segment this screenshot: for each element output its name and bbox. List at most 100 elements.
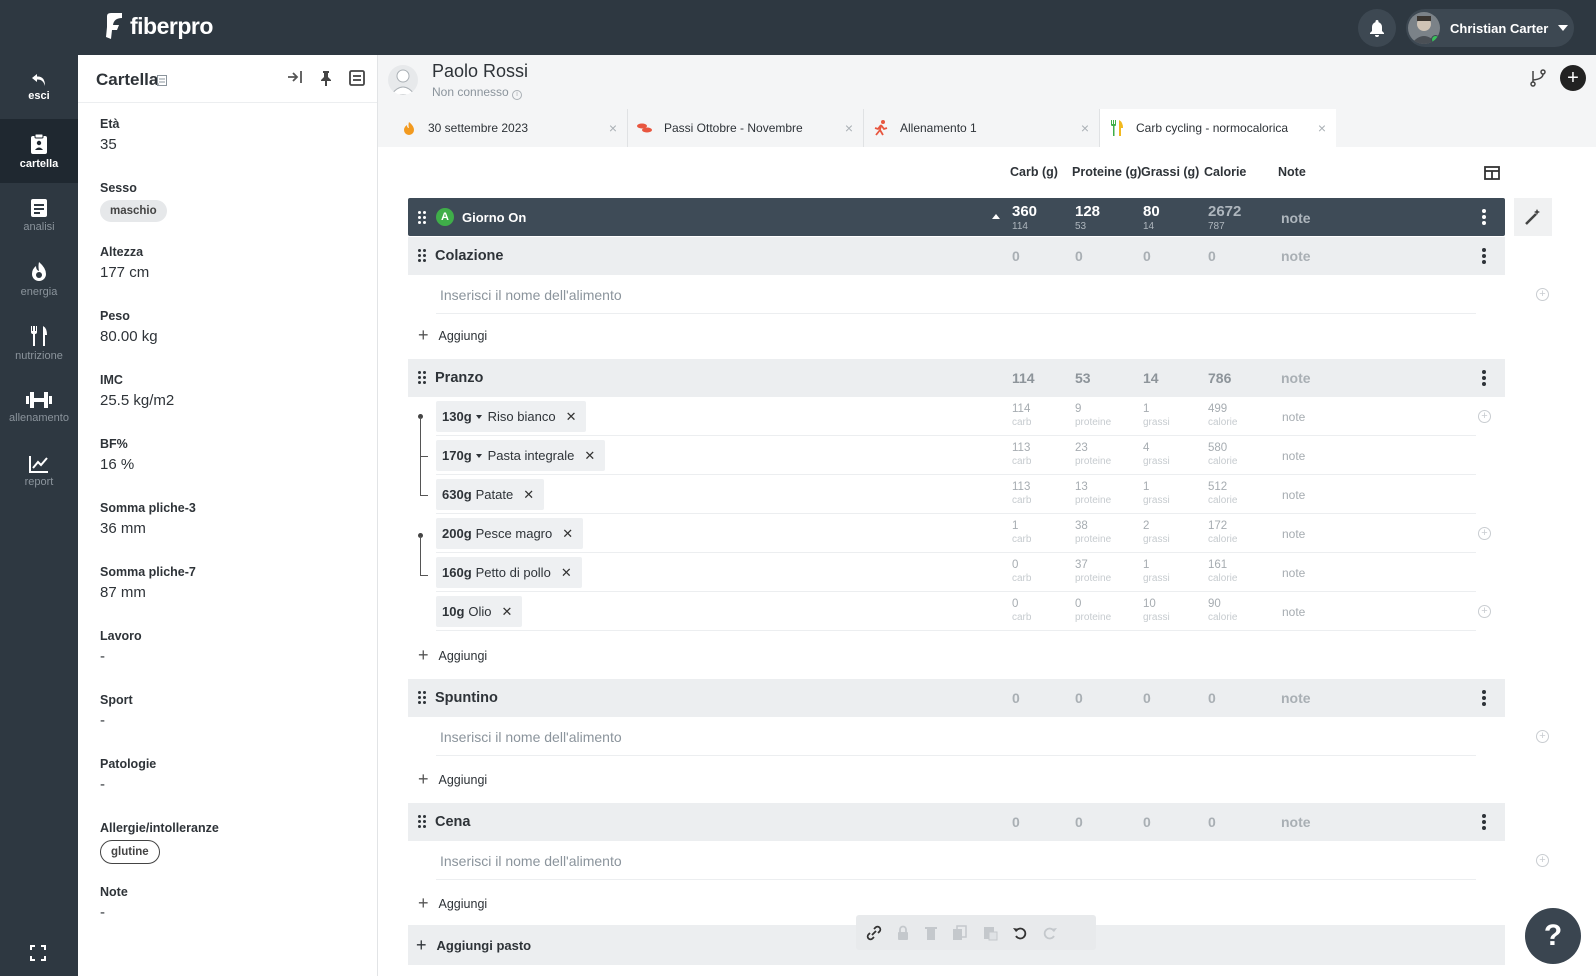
info-icon[interactable]: i — [512, 90, 523, 100]
add-circle-icon[interactable]: + — [1478, 527, 1491, 540]
magic-wand-button[interactable] — [1514, 198, 1552, 236]
food-note[interactable]: note — [1282, 566, 1306, 580]
food-chip[interactable]: 200g Pesce magro ✕ — [436, 518, 584, 549]
food-note[interactable]: note — [1282, 449, 1306, 463]
meal-note[interactable]: note — [1281, 370, 1311, 386]
food-chip[interactable]: 160g Petto di pollo ✕ — [436, 557, 582, 588]
food-note[interactable]: note — [1282, 410, 1306, 424]
remove-icon[interactable]: ✕ — [565, 408, 577, 424]
nav-item-allenamento[interactable]: allenamento — [0, 375, 78, 439]
undo-icon[interactable] — [1012, 925, 1028, 941]
tab-carb-cycling[interactable]: Carb cycling - normocalorica × — [1100, 109, 1336, 147]
food-chip[interactable]: 10g Olio ✕ — [436, 596, 523, 627]
help-button[interactable]: ? — [1525, 908, 1581, 964]
kebab-menu-icon[interactable] — [1482, 370, 1486, 388]
add-button[interactable]: + — [1560, 65, 1586, 91]
meal-row-pranzo[interactable]: Pranzo 114 53 14 786 note — [408, 359, 1505, 397]
pin-icon[interactable] — [319, 70, 333, 86]
add-circle-icon[interactable]: + — [1478, 605, 1491, 618]
drag-handle-icon[interactable] — [418, 371, 428, 385]
kebab-menu-icon[interactable] — [1482, 248, 1486, 266]
food-qty[interactable]: 200g — [442, 526, 472, 541]
food-qty[interactable]: 10g — [442, 604, 465, 619]
nav-item-report[interactable]: report — [0, 439, 78, 503]
add-food-button[interactable]: + Aggiungi — [418, 893, 487, 914]
add-food-button[interactable]: + Aggiungi — [418, 325, 487, 346]
close-icon[interactable]: × — [844, 120, 853, 136]
nav-item-analisi[interactable]: analisi — [0, 183, 78, 247]
meal-note[interactable]: note — [1281, 814, 1311, 830]
copy-icon[interactable] — [952, 924, 968, 941]
logo[interactable]: fiberpro — [104, 12, 213, 40]
redo-icon[interactable] — [1042, 925, 1058, 941]
food-item[interactable]: 200g Pesce magro ✕ 1 carb 38 proteine 2 grass… — [436, 514, 1491, 553]
food-item[interactable]: 630g Patate ✕ 113 carb 13 proteine 1 grassi 5… — [436, 475, 1476, 514]
food-qty[interactable]: 630g — [442, 487, 472, 502]
meal-row-spuntino[interactable]: Spuntino 0 0 0 0 note — [408, 679, 1505, 717]
add-food-button[interactable]: + Aggiungi — [418, 645, 487, 666]
link-icon[interactable] — [866, 925, 882, 941]
food-note[interactable]: note — [1282, 488, 1306, 502]
meal-note[interactable]: note — [1281, 248, 1311, 264]
drag-handle-icon[interactable] — [418, 249, 428, 263]
food-search-input[interactable]: Inserisci il nome dell'alimento + — [436, 275, 1549, 314]
food-search-input[interactable]: Inserisci il nome dell'alimento + — [436, 717, 1549, 756]
food-search-input[interactable]: Inserisci il nome dell'alimento + — [436, 841, 1549, 880]
user-menu[interactable]: Christian Carter — [1406, 9, 1574, 47]
close-icon[interactable]: × — [1317, 120, 1326, 136]
close-icon[interactable]: × — [1080, 120, 1089, 136]
record-doc-icon[interactable] — [157, 75, 167, 86]
day-note[interactable]: note — [1281, 210, 1311, 226]
remove-icon[interactable]: ✕ — [523, 486, 535, 502]
remove-icon[interactable]: ✕ — [501, 603, 513, 619]
nav-item-nutrizione[interactable]: nutrizione — [0, 311, 78, 375]
remove-icon[interactable]: ✕ — [562, 525, 574, 541]
kebab-menu-icon[interactable] — [1482, 814, 1486, 832]
food-item[interactable]: 170g Pasta integrale ✕ 113 carb 23 proteine … — [436, 436, 1476, 475]
add-circle-icon[interactable]: + — [1478, 410, 1491, 423]
meal-row-cena[interactable]: Cena 0 0 0 0 note — [408, 803, 1505, 841]
kebab-menu-icon[interactable] — [1482, 690, 1486, 708]
remove-icon[interactable]: ✕ — [560, 564, 572, 580]
remove-icon[interactable]: ✕ — [584, 447, 596, 463]
food-chip[interactable]: 630g Patate ✕ — [436, 479, 545, 510]
trash-icon[interactable] — [924, 925, 938, 941]
tab-allenamento[interactable]: Allenamento 1 × — [864, 109, 1100, 147]
drag-handle-icon[interactable] — [418, 815, 428, 829]
branch-icon[interactable] — [1530, 69, 1546, 87]
chevron-up-icon[interactable] — [992, 214, 1000, 219]
edit-record-icon[interactable] — [349, 70, 365, 86]
add-food-button[interactable]: + Aggiungi — [418, 769, 487, 790]
columns-layout-icon[interactable] — [1484, 166, 1500, 180]
caret-down-icon[interactable] — [475, 414, 482, 419]
notifications-button[interactable] — [1358, 9, 1396, 47]
food-item[interactable]: 10g Olio ✕ 0 carb 0 proteine 10 grassi 90 calo… — [436, 592, 1491, 631]
add-circle-icon[interactable]: + — [1536, 730, 1549, 743]
add-circle-icon[interactable]: + — [1536, 854, 1549, 867]
meal-note[interactable]: note — [1281, 690, 1311, 706]
food-item[interactable]: 130g Riso bianco ✕ 114 carb 9 proteine 1 gras… — [436, 397, 1491, 436]
food-chip[interactable]: 130g Riso bianco ✕ — [436, 401, 587, 432]
drag-handle-icon[interactable] — [418, 211, 428, 225]
day-row[interactable]: A Giorno On 360 114 128 53 80 14 2672 78… — [408, 198, 1505, 236]
paste-icon[interactable] — [982, 925, 998, 941]
fullscreen-icon[interactable] — [30, 945, 46, 961]
kebab-menu-icon[interactable] — [1482, 209, 1486, 227]
food-note[interactable]: note — [1282, 527, 1306, 541]
meal-row-colazione[interactable]: Colazione 0 0 0 0 note — [408, 237, 1505, 275]
tab-energia[interactable]: 30 settembre 2023 × — [392, 109, 628, 147]
food-qty[interactable]: 170g — [442, 448, 472, 463]
nav-item-energia[interactable]: energia — [0, 247, 78, 311]
nav-item-cartella[interactable]: cartella — [0, 119, 78, 183]
tab-passi[interactable]: Passi Ottobre - Novembre × — [628, 109, 864, 147]
food-qty[interactable]: 130g — [442, 409, 472, 424]
drag-handle-icon[interactable] — [418, 691, 428, 705]
caret-down-icon[interactable] — [475, 453, 482, 458]
food-note[interactable]: note — [1282, 605, 1306, 619]
lock-icon[interactable] — [896, 925, 910, 941]
collapse-panel-icon[interactable] — [287, 70, 303, 84]
close-icon[interactable]: × — [608, 120, 617, 136]
food-chip[interactable]: 170g Pasta integrale ✕ — [436, 440, 606, 471]
food-qty[interactable]: 160g — [442, 565, 472, 580]
add-circle-icon[interactable]: + — [1536, 288, 1549, 301]
